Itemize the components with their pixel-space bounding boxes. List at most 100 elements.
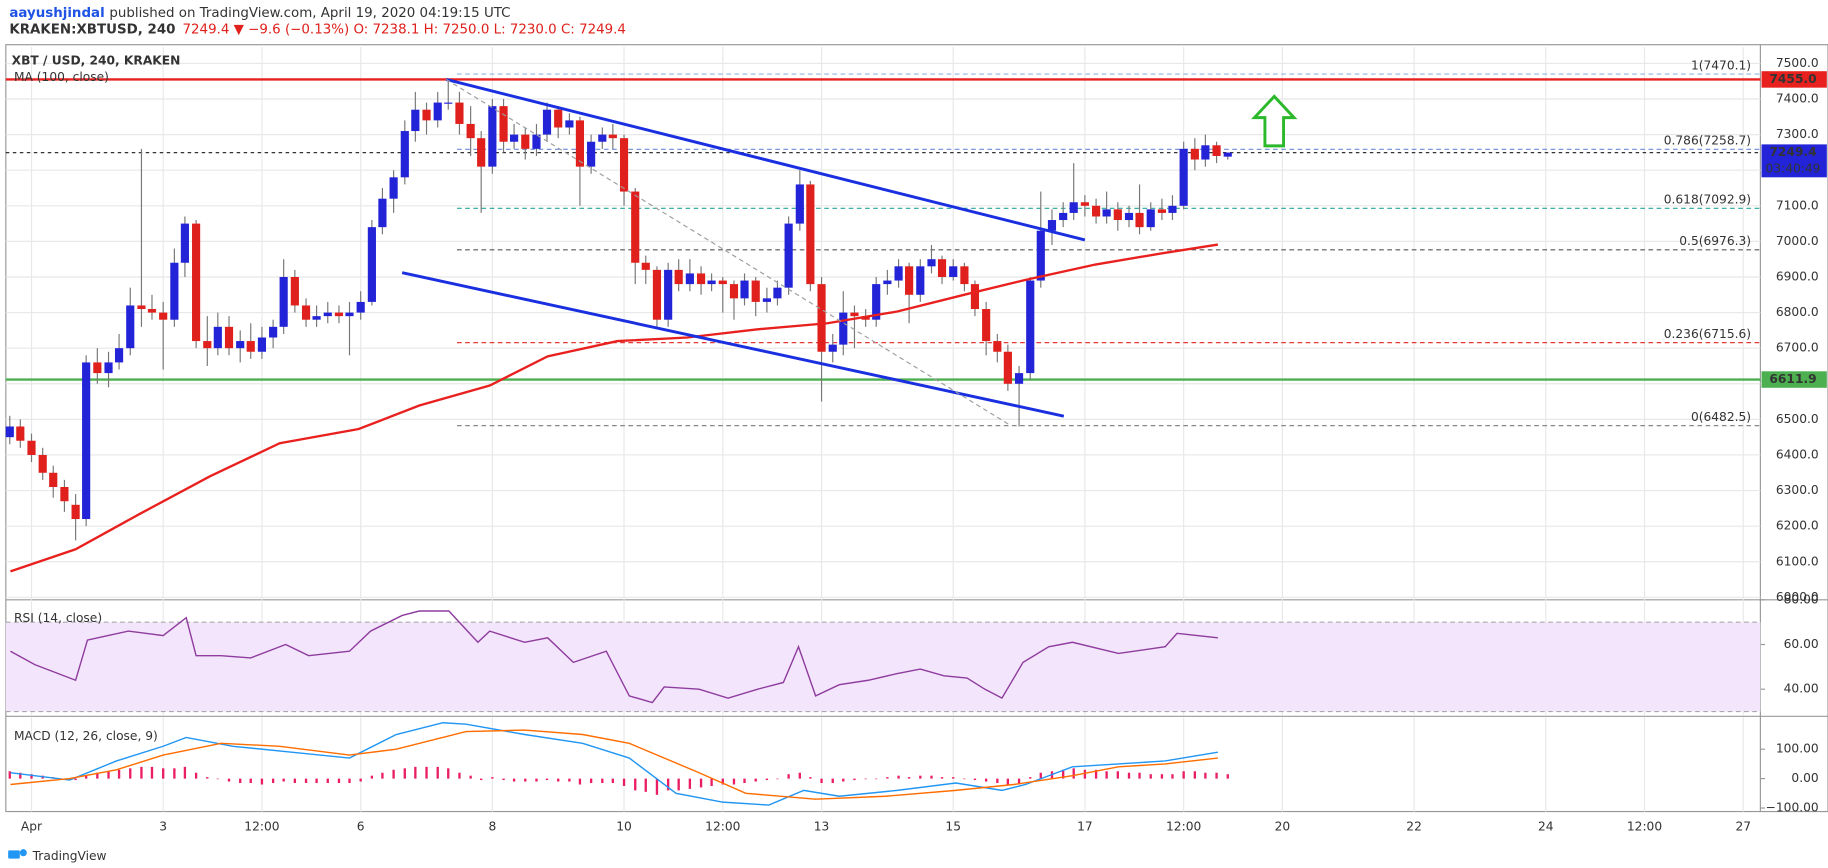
histogram-bar (271, 778, 275, 784)
candle-body (433, 102, 442, 121)
histogram-bar (403, 768, 406, 779)
histogram-bar (491, 777, 494, 779)
candle-body (82, 362, 91, 520)
candle-body (312, 316, 321, 320)
candle-body (510, 134, 519, 142)
plot-layer: Apr 3 12:00 6 8 10 12:00 13 15 17 12:00 20 22 24 12:00… (5, 47, 1827, 833)
y-tick-label: 6100.0 (1776, 554, 1819, 568)
candle-body (894, 266, 903, 281)
histogram-bar (206, 777, 209, 779)
y-tick-label: 7300.0 (1776, 127, 1819, 141)
candle-body (1190, 148, 1199, 160)
histogram-bar (919, 775, 922, 779)
x-tick-label: 6 (357, 819, 365, 833)
histogram-bar (952, 777, 955, 779)
candle-body (850, 312, 859, 317)
candle-body (356, 301, 365, 313)
histogram-bar (282, 778, 285, 782)
y-tick-label: 100.00 (1776, 742, 1819, 756)
histogram-bar (1160, 774, 1164, 779)
countdown: 03:40:49 (1766, 162, 1821, 176)
histogram-bar (754, 778, 757, 782)
candle-body (1113, 209, 1122, 221)
candle-body (1102, 209, 1111, 217)
histogram-bar (798, 772, 801, 779)
histogram-bar (842, 778, 845, 782)
histogram-bar (249, 778, 252, 784)
histogram-bar (1029, 777, 1032, 779)
histogram-bar (634, 778, 637, 791)
x-tick-label: 8 (488, 819, 496, 833)
candle-body (269, 326, 278, 338)
candle-body (1036, 230, 1045, 281)
histogram-bar (820, 778, 823, 784)
fib-label: 0.236(6715.6) (1664, 327, 1751, 341)
histogram-bar (907, 777, 911, 779)
y-tick-label: 60.00 (1784, 637, 1819, 651)
candle-body (257, 337, 267, 352)
candle-body (641, 262, 650, 270)
candle-body (137, 305, 146, 310)
histogram-bar (973, 778, 977, 781)
candle-body (905, 266, 914, 295)
candle-body (27, 440, 36, 455)
published: published on TradingView.com, April 19, … (109, 6, 510, 21)
fib-label: 0.618(7092.9) (1664, 193, 1751, 207)
histogram-bar (809, 777, 812, 779)
candle-body (422, 109, 431, 121)
candle-body (180, 223, 189, 263)
y-tick-label: 0.00 (1791, 771, 1818, 785)
y-tick-label: 7500.0 (1776, 56, 1819, 70)
candle-body (334, 312, 344, 317)
candle-body (993, 341, 1002, 352)
candle-body (1157, 209, 1167, 213)
histogram-bar (1138, 772, 1141, 779)
x-tick-label: 24 (1538, 819, 1554, 833)
candle-body (488, 106, 497, 167)
rsi-band (5, 622, 1761, 712)
candle-body (1092, 205, 1101, 217)
y-tick-label: 6300.0 (1776, 483, 1819, 497)
author[interactable]: aayushjindal (9, 6, 104, 21)
histogram-bar (1116, 771, 1119, 779)
histogram-bar (216, 778, 219, 780)
histogram-bar (370, 775, 374, 779)
histogram-bar (348, 778, 351, 784)
histogram-bar (183, 766, 187, 779)
histogram-bar (897, 775, 900, 779)
histogram-bar (326, 778, 329, 784)
candle-body (532, 134, 541, 149)
x-tick-label: 13 (814, 819, 830, 833)
histogram-bar (304, 778, 308, 784)
candle-body (378, 198, 387, 228)
x-tick-label: 12:00 (1627, 819, 1662, 833)
y-tick-label: 7000.0 (1776, 234, 1819, 248)
histogram-bar (84, 775, 88, 779)
histogram-bar (1006, 778, 1010, 785)
candle-body (631, 191, 640, 263)
histogram-bar (765, 778, 769, 781)
price-tag-label: 6611.9 (1769, 372, 1816, 386)
histogram-bar (436, 766, 439, 779)
macd-title: MACD (12, 26, close, 9) (14, 729, 158, 743)
quote: 7249.4 ▼ −9.6 (−0.13%) O: 7238.1 H: 7250… (183, 22, 626, 37)
histogram-bar (1062, 769, 1065, 779)
histogram-bar (655, 778, 659, 795)
histogram-bar (1149, 774, 1152, 779)
price-tag-label: 7249.4 (1769, 145, 1816, 159)
x-tick-label: 12:00 (1166, 819, 1201, 833)
histogram-bar (337, 778, 341, 784)
logo[interactable] (8, 849, 27, 859)
candle-body (674, 269, 683, 285)
price-tag (1761, 71, 1827, 88)
y-tick-label: 6400.0 (1776, 447, 1819, 461)
x-tick-label: 12:00 (705, 819, 740, 833)
candle-body (982, 309, 991, 342)
candle-body (883, 280, 892, 285)
histogram-bar (535, 778, 538, 782)
histogram-bar (853, 778, 856, 781)
candle-body (290, 276, 299, 306)
histogram-bar (359, 778, 362, 782)
candle-body (411, 109, 420, 132)
